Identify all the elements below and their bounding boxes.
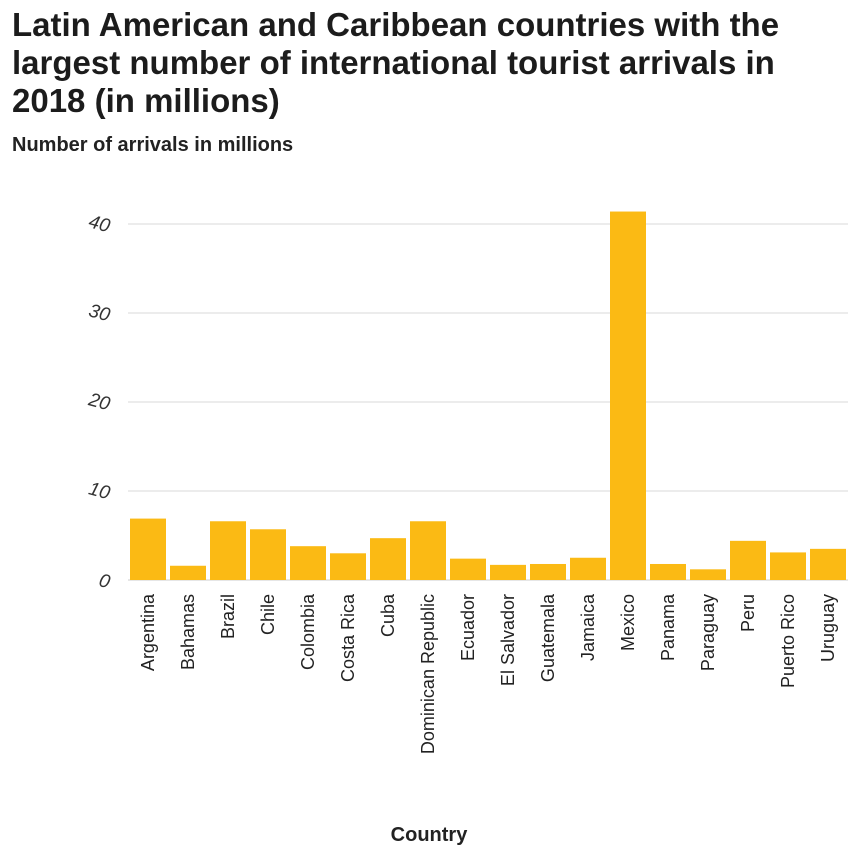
x-tick-brazil: Brazil — [218, 594, 238, 639]
x-tick-colombia: Colombia — [298, 593, 318, 670]
x-tick-panama: Panama — [658, 593, 678, 661]
gridlines — [128, 223, 848, 581]
y-tick-40: 40 — [86, 211, 112, 237]
x-tick-costa-rica: Costa Rica — [338, 593, 358, 682]
bar-ecuador — [450, 558, 486, 580]
x-tick-argentina: Argentina — [138, 593, 158, 671]
y-axis-label: Number of arrivals in millions — [12, 134, 294, 156]
bar-panama — [650, 563, 686, 580]
bar-uruguay — [810, 548, 846, 580]
x-tick-mexico: Mexico — [618, 594, 638, 651]
bar-puerto-rico — [770, 552, 806, 580]
x-axis-label: Country — [390, 824, 468, 846]
bar-guatemala — [530, 563, 566, 580]
x-tick-chile: Chile — [258, 594, 278, 635]
bar-dominican-republic — [410, 521, 446, 580]
x-tick-ecuador: Ecuador — [458, 594, 478, 661]
bar-argentina — [130, 518, 166, 580]
bar-paraguay — [690, 569, 726, 580]
x-tick-uruguay: Uruguay — [818, 594, 838, 662]
bar-mexico — [610, 211, 646, 581]
bar-brazil — [210, 521, 246, 580]
x-tick-jamaica: Jamaica — [578, 593, 598, 661]
y-tick-10: 10 — [86, 478, 112, 504]
y-tick-30: 30 — [86, 300, 112, 326]
y-tick-0: 0 — [97, 570, 113, 593]
bar-cuba — [370, 538, 406, 580]
bar-el-salvador — [490, 564, 526, 580]
bar-chile — [250, 529, 286, 580]
chart-title: Latin American and Caribbean countries w… — [12, 6, 780, 119]
bar-costa-rica — [330, 553, 366, 580]
x-tick-guatemala: Guatemala — [538, 593, 558, 682]
x-tick-cuba: Cuba — [378, 593, 398, 637]
x-tick-puerto-rico: Puerto Rico — [778, 594, 798, 688]
x-tick-bahamas: Bahamas — [178, 594, 198, 670]
x-tick-paraguay: Paraguay — [698, 594, 718, 671]
y-tick-labels: 0 10 20 30 40 — [85, 211, 112, 593]
x-tick-peru: Peru — [738, 594, 758, 632]
bar-jamaica — [570, 557, 606, 580]
bar-bahamas — [170, 565, 206, 580]
x-tick-dominican-republic: Dominican Republic — [418, 594, 438, 754]
bar-colombia — [290, 546, 326, 580]
y-tick-20: 20 — [85, 389, 112, 415]
bars — [130, 211, 846, 581]
x-tick-labels: Argentina Bahamas Brazil Chile Colombia Costa… — [138, 593, 838, 754]
bar-peru — [730, 540, 766, 580]
x-tick-el-salvador: El Salvador — [498, 594, 518, 686]
